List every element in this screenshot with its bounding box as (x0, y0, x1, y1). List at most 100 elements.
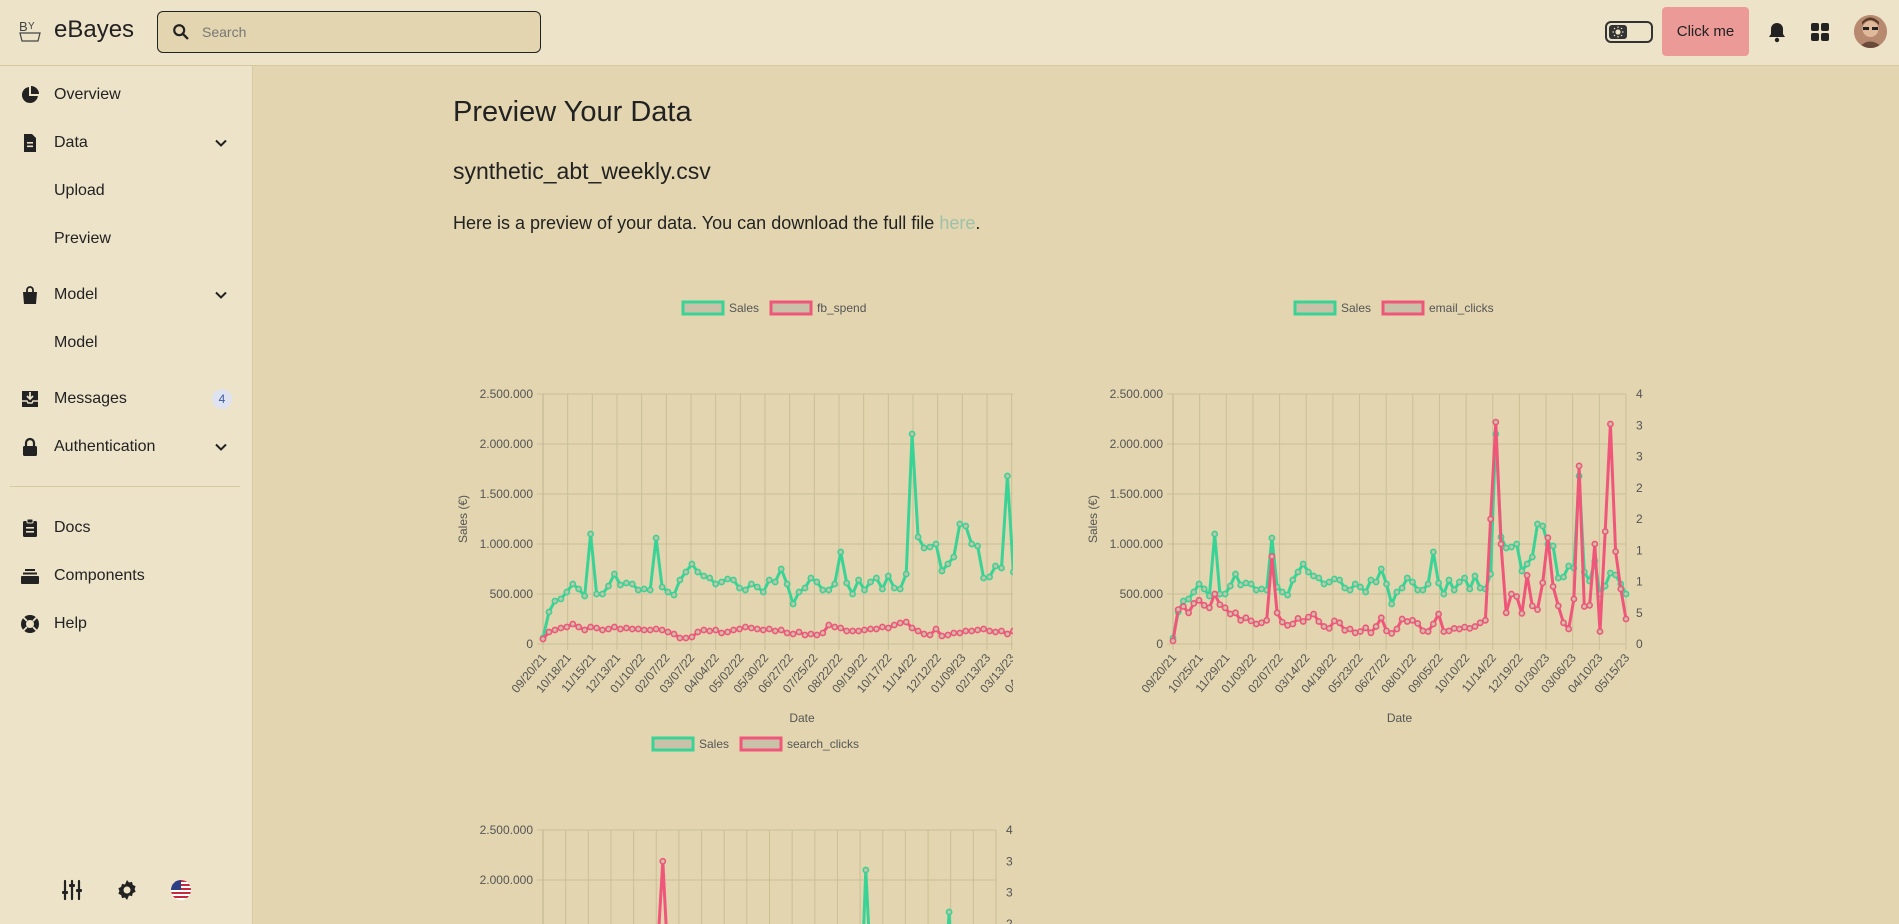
top-bar: B Y eBayes Click me (0, 0, 1899, 66)
search-box[interactable] (157, 11, 541, 53)
gear-icon[interactable] (115, 878, 139, 902)
sidebar-item-help[interactable]: Help (0, 604, 253, 644)
chart1-series-Sales-point (1226, 582, 1234, 590)
chart1-series-email-clicks-point (1596, 628, 1604, 635)
us-flag-icon[interactable] (169, 878, 193, 902)
chart0-series-fb-spend-point (795, 628, 803, 636)
sliders-icon[interactable] (60, 878, 84, 902)
chart1-series-Sales-point (1549, 542, 1557, 550)
chart0-series-fb-spend-point (640, 626, 648, 634)
chart0-y-tick: 0 (526, 637, 533, 651)
chart1-series-email-clicks-point (1560, 619, 1567, 627)
chart1-series-Sales-point (1377, 565, 1385, 573)
chart0-series-Sales-point (861, 586, 868, 594)
chart0-series-Sales-point (884, 572, 892, 580)
chart0-series-fb-spend-point (652, 625, 660, 633)
chart1-y2-tick: 40.000 (1636, 387, 1643, 401)
chart-sales-search-clicks: Salessearch_clicks0500.0001.000.0001.500… (480, 736, 1013, 924)
theme-toggle[interactable] (1605, 21, 1653, 43)
sidebar-item-data[interactable]: Data (0, 123, 253, 163)
chart0-series-fb-spend-point (819, 629, 827, 637)
chart1-series-email-clicks-point (1476, 619, 1484, 627)
sidebar-item-upload[interactable]: Upload (54, 182, 105, 199)
chart1-series-email-clicks-point (1325, 624, 1333, 632)
chart0-series-Sales-point (825, 586, 833, 594)
chart0-series-Sales-point (980, 574, 987, 582)
chart0-series-Sales-point (747, 580, 755, 588)
chart1-series-email-clicks-point (1304, 613, 1312, 621)
chart1-series-Sales-point (1518, 567, 1526, 575)
logo-icon: B Y (19, 19, 41, 42)
sidebar-item-preview[interactable]: Preview (54, 230, 111, 247)
sidebar-item-docs[interactable]: Docs (0, 508, 253, 548)
chart1-series-email-clicks-point (1299, 618, 1307, 625)
sidebar-item-model-sub[interactable]: Model (54, 334, 98, 351)
chart1-y2-tick: 10.000 (1636, 575, 1643, 589)
chart1-series-email-clicks-point (1289, 620, 1297, 628)
sidebar-item-components[interactable]: Components (0, 556, 253, 596)
apps-grid-icon[interactable] (1808, 20, 1832, 44)
chart1-series-email-clicks-point (1612, 548, 1619, 555)
chart1-series-email-clicks-point (1232, 609, 1239, 617)
chart0-series-Sales-point (646, 586, 654, 594)
main-content: Preview Your Data synthetic_abt_weekly.c… (253, 66, 1899, 924)
chart1-series-Sales-point (1195, 580, 1203, 588)
chart0-series-fb-spend-point (849, 627, 856, 635)
chart1-series-email-clicks-point (1492, 418, 1500, 426)
chart2-legend-label-0: Sales (699, 737, 729, 751)
user-avatar[interactable] (1854, 15, 1887, 48)
chart2-series-Sales-point (862, 866, 870, 874)
chart1-series-Sales-point (1190, 588, 1198, 596)
svg-text:B: B (19, 19, 28, 34)
chart0-series-fb-spend-point (884, 624, 892, 632)
sidebar-item-model[interactable]: Model (0, 275, 253, 315)
chart1-series-email-clicks-point (1507, 590, 1515, 598)
chart0-series-fb-spend-point (563, 623, 571, 631)
chart0-series-fb-spend-point (569, 620, 577, 628)
click-me-button[interactable]: Click me (1662, 7, 1749, 56)
chart0-series-Sales-point (843, 579, 851, 587)
sidebar: Overview Data Upload Preview Model Model… (0, 66, 253, 924)
download-link[interactable]: here (939, 213, 976, 233)
chart1-series-email-clicks-point (1190, 599, 1198, 607)
chart0-series-Sales-point (670, 591, 678, 599)
chart1-series-email-clicks-point (1200, 601, 1208, 609)
chart1-series-email-clicks-point (1445, 627, 1453, 635)
chart1-series-email-clicks-point (1341, 626, 1349, 634)
brand[interactable]: B Y eBayes (18, 16, 134, 44)
chart1-series-Sales-point (1221, 590, 1229, 598)
chart1-series-email-clicks-point (1570, 595, 1578, 603)
chart0-series-Sales-point (736, 584, 743, 592)
sidebar-item-messages[interactable]: Messages 4 (0, 379, 253, 419)
chart0-series-fb-spend-point (599, 626, 606, 634)
chart1-y-tick: 2.500.000 (1110, 387, 1164, 401)
chart0-series-Sales-point (688, 560, 696, 568)
chart0-series-Sales-point (783, 580, 791, 588)
chart0-series-fb-spend-point (920, 630, 928, 638)
chart0-series-Sales-point (872, 574, 880, 582)
chart1-series-email-clicks-point (1419, 627, 1427, 635)
chart0-series-Sales-point (914, 533, 922, 541)
chart0-series-fb-spend-point (926, 631, 934, 639)
sidebar-item-overview[interactable]: Overview (0, 75, 253, 115)
chevron-down-icon (215, 291, 227, 299)
chart1-series-Sales-point (1315, 574, 1323, 582)
chart0-series-Sales-point (640, 585, 648, 593)
chart1-series-Sales-point (1419, 586, 1427, 594)
chart0-series-Sales-point (658, 583, 666, 591)
chart1-series-Sales-point (1185, 595, 1192, 603)
chart1-series-email-clicks-point (1211, 590, 1219, 598)
chart0-series-fb-spend-point (831, 623, 839, 631)
chart0-series-Sales-point (706, 574, 714, 582)
shopping-bag-icon (23, 286, 37, 304)
chart1-series-Sales-point (1513, 540, 1521, 548)
chart1-series-email-clicks-point (1403, 618, 1411, 625)
chart0-series-fb-spend-point (843, 627, 851, 635)
search-input[interactable] (202, 24, 522, 40)
chart1-series-Sales-point (1346, 586, 1354, 594)
chart1-legend-swatch-0 (1293, 300, 1337, 316)
sidebar-item-authentication[interactable]: Authentication (0, 427, 253, 467)
bell-icon[interactable] (1765, 20, 1789, 44)
chart1-y-tick: 1.000.000 (1110, 537, 1164, 551)
clipboard-icon (23, 518, 37, 537)
